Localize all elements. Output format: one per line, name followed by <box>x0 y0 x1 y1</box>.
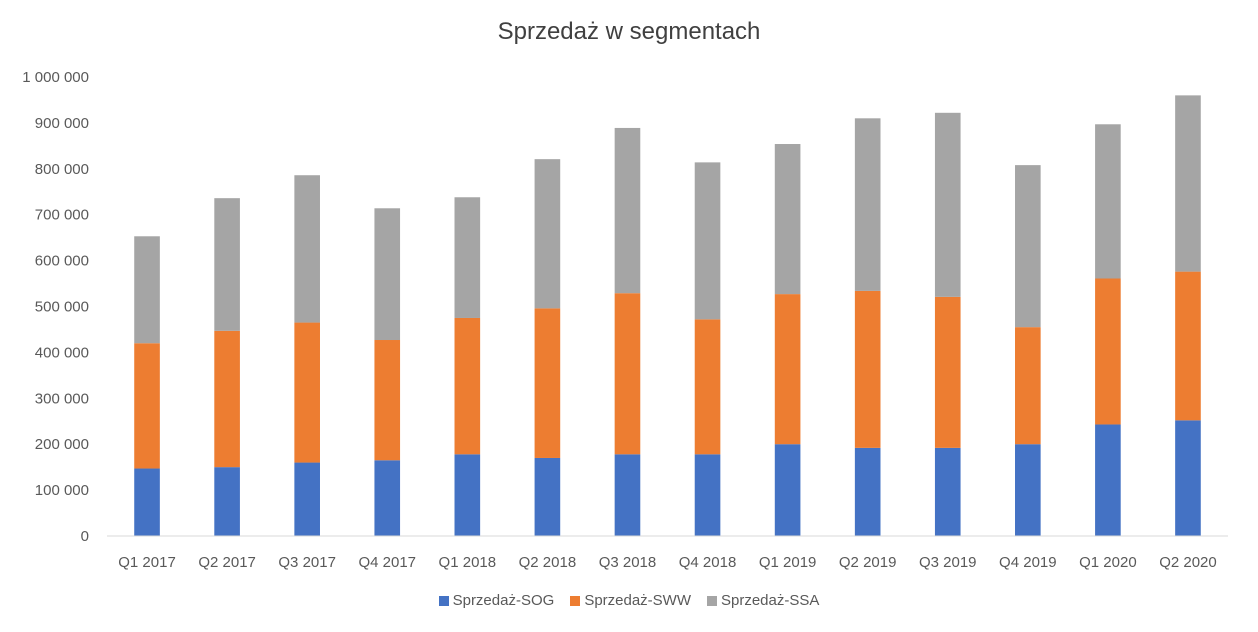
bar-segment <box>214 330 240 468</box>
chart-title: Sprzedaż w segmentach <box>497 18 761 45</box>
bar-segment <box>1175 271 1201 421</box>
legend-swatch <box>570 595 581 606</box>
x-tick-label: Q2 2018 <box>519 554 577 571</box>
x-tick-label: Q1 2019 <box>759 554 817 571</box>
x-tick-label: Q1 2017 <box>118 554 176 571</box>
x-tick-label: Q4 2019 <box>999 554 1057 571</box>
bar-segment <box>1095 424 1121 536</box>
legend-swatch <box>438 595 449 606</box>
bar-segment <box>374 208 401 341</box>
legend-item: Sprzedaż-SOG <box>438 592 555 609</box>
bar-segment <box>134 343 160 469</box>
legend-label: Sprzedaż-SOG <box>452 592 555 609</box>
bar-segment <box>134 468 160 536</box>
x-tick-label: Q2 2017 <box>198 554 256 571</box>
y-tick-label: 300 000 <box>35 390 89 407</box>
bar-segment <box>294 462 320 536</box>
bar-segment <box>1015 165 1041 328</box>
bar-segment <box>1095 124 1121 279</box>
bar-segment <box>294 175 320 323</box>
x-tick-label: Q2 2020 <box>1159 554 1217 571</box>
legend: Sprzedaż-SOG Sprzedaż-SWW Sprzedaż-SSA <box>0 592 1258 609</box>
y-tick-label: 100 000 <box>35 482 89 499</box>
bar-segment <box>694 454 721 536</box>
bar-segment <box>534 308 561 458</box>
y-tick-label: 800 000 <box>35 161 89 178</box>
x-tick-label: Q1 2020 <box>1079 554 1137 571</box>
bars <box>134 95 1201 536</box>
legend-swatch <box>707 595 717 606</box>
x-tick-label: Q2 2019 <box>839 554 897 571</box>
bar-segment <box>614 293 641 455</box>
y-tick-label: 200 000 <box>35 436 89 453</box>
y-tick-label: 700 000 <box>35 207 89 224</box>
bar-segment <box>1095 278 1121 425</box>
bar-segment <box>534 159 561 309</box>
y-tick-label: 600 000 <box>35 253 89 270</box>
bar-segment <box>774 444 801 536</box>
bar-segment <box>454 454 481 536</box>
legend-item: Sprzedaż-SWW <box>570 592 691 609</box>
x-tick-label: Q3 2019 <box>919 554 977 571</box>
bar-segment <box>774 144 801 295</box>
bar-segment <box>694 319 721 455</box>
bar-segment <box>614 127 641 294</box>
bar-segment <box>374 460 401 536</box>
bar-segment <box>214 198 240 331</box>
legend-label: Sprzedaż-SWW <box>584 592 691 609</box>
bar-segment <box>294 322 320 463</box>
y-tick-label: 500 000 <box>35 299 89 316</box>
y-axis: 0 100 000 200 000 300 000 400 000 500 000 600 … <box>22 69 89 545</box>
bar-segment <box>534 457 561 536</box>
bar-segment <box>854 447 881 536</box>
bar-segment <box>934 112 961 297</box>
bar-segment <box>1175 420 1201 536</box>
bar-segment <box>934 447 961 536</box>
bar-segment <box>374 340 401 461</box>
bar-segment <box>1015 444 1041 536</box>
x-tick-label: Q3 2018 <box>599 554 657 571</box>
x-tick-label: Q3 2017 <box>278 554 336 571</box>
x-tick-label: Q4 2018 <box>679 554 737 571</box>
x-tick-label: Q1 2018 <box>439 554 497 571</box>
bar-segment <box>454 317 481 455</box>
bar-segment <box>214 467 240 536</box>
bar-segment <box>694 162 721 320</box>
bar-segment <box>854 290 881 448</box>
y-tick-label: 900 000 <box>35 115 89 132</box>
bar-segment <box>1015 327 1041 445</box>
legend-item: Sprzedaż-SSA <box>707 592 819 609</box>
x-tick-label: Q4 2017 <box>358 554 416 571</box>
x-axis: Q1 2017 Q2 2017 Q3 2017 Q4 2017 Q1 2018 Q2 20… <box>118 554 1216 571</box>
bar-segment <box>134 236 160 344</box>
bar-segment <box>774 294 801 445</box>
bar-segment <box>614 454 641 536</box>
bar-segment <box>1175 95 1201 272</box>
y-tick-label: 1 000 000 <box>22 69 89 86</box>
y-tick-label: 400 000 <box>35 344 89 361</box>
bar-segment <box>934 296 961 448</box>
y-tick-label: 0 <box>81 528 89 545</box>
legend-label: Sprzedaż-SSA <box>721 592 820 609</box>
bar-segment <box>454 197 481 318</box>
bar-segment <box>854 118 881 291</box>
